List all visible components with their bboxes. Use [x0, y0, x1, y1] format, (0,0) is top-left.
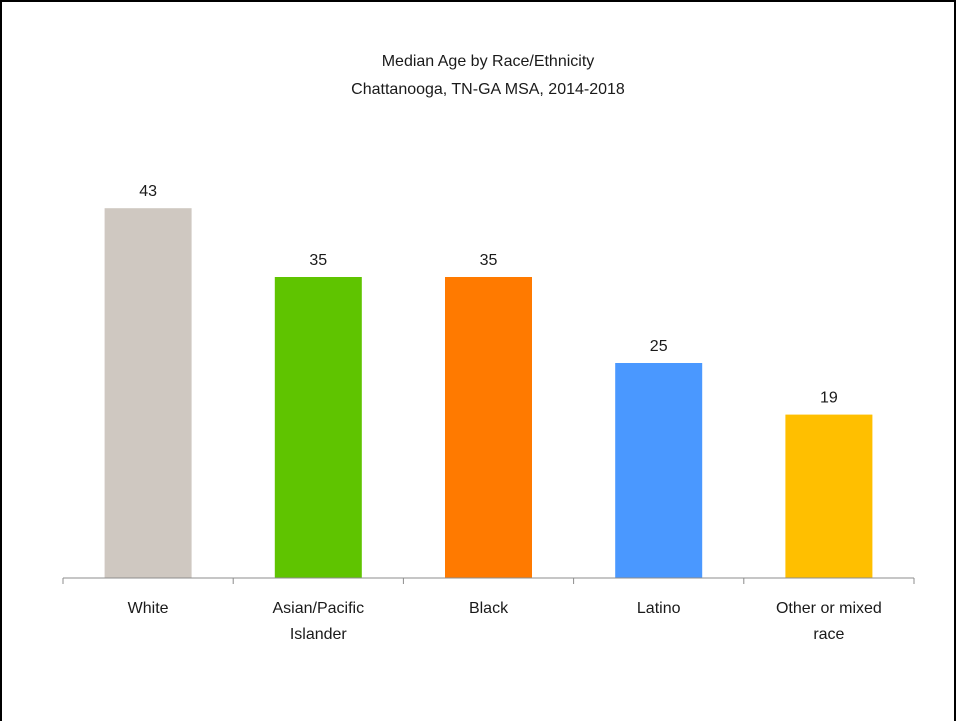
data-label-other-or-mixed-race: 19 — [820, 390, 838, 407]
data-labels: 43 35 35 25 19 — [139, 183, 838, 406]
category-label-latino: Latino — [637, 600, 681, 617]
data-label-white: 43 — [139, 183, 157, 200]
category-label-other-or-mixed-race: Other or mixed race — [776, 600, 882, 643]
data-label-black: 35 — [480, 252, 498, 269]
category-label-black: Black — [469, 600, 509, 617]
chart-subtitle: Chattanooga, TN-GA MSA, 2014-2018 — [351, 81, 625, 98]
x-axis — [62, 577, 915, 584]
data-label-asian-pacific-islander: 35 — [309, 252, 327, 269]
bar-black — [445, 277, 532, 578]
bar-asian-pacific-islander — [274, 277, 362, 578]
chart-title: Median Age by Race/Ethnicity — [382, 53, 595, 70]
bar-white — [104, 208, 192, 578]
bar-series — [104, 208, 873, 578]
category-labels: White Asian/Pacific Islander Black Latino Oth… — [128, 600, 882, 643]
bar-other-or-mixed-race — [785, 414, 873, 578]
bar-latino — [615, 363, 703, 578]
category-label-white: White — [128, 600, 169, 617]
data-label-latino: 25 — [650, 338, 668, 355]
category-label-asian-pacific-islander: Asian/Pacific Islander — [273, 600, 365, 643]
